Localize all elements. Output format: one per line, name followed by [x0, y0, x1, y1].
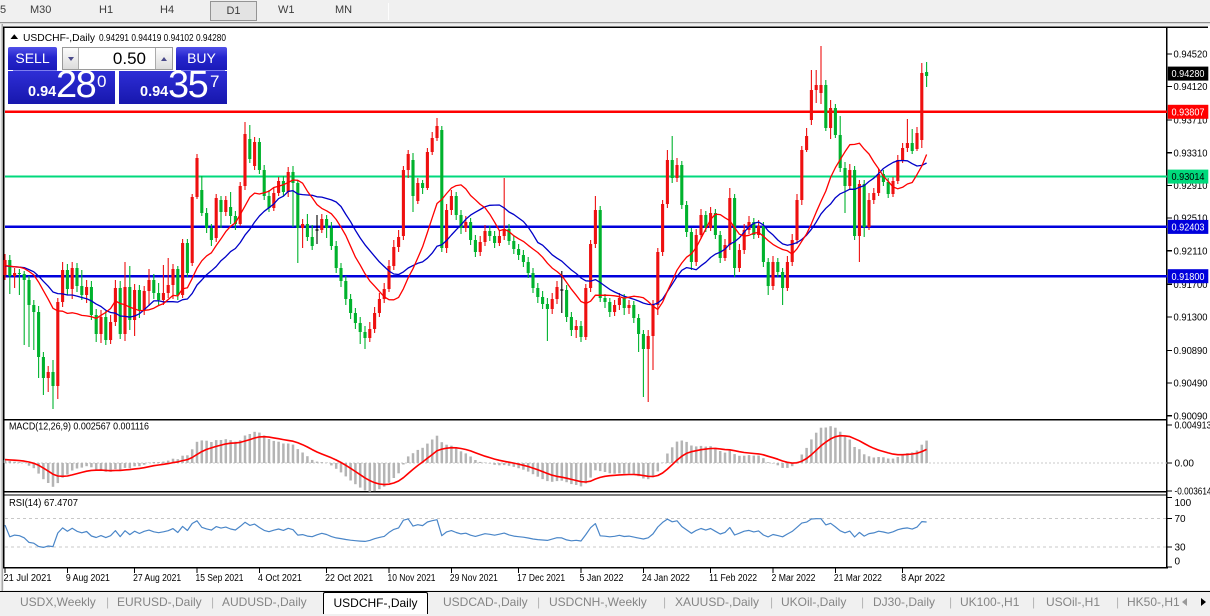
svg-text:USDCHF-,Daily: USDCHF-,Daily — [23, 32, 96, 44]
svg-text:0.94520: 0.94520 — [1174, 50, 1208, 61]
svg-text:2 Mar 2022: 2 Mar 2022 — [772, 573, 816, 584]
svg-text:15 Sep 2021: 15 Sep 2021 — [196, 573, 244, 584]
svg-text:0.93710: 0.93710 — [1174, 116, 1208, 127]
svg-text:0.93807: 0.93807 — [1172, 107, 1205, 118]
svg-text:0.92510: 0.92510 — [1174, 214, 1208, 225]
svg-text:0.91800: 0.91800 — [1172, 272, 1205, 283]
svg-text:0.93310: 0.93310 — [1174, 148, 1208, 159]
svg-text:0.94120: 0.94120 — [1174, 82, 1208, 93]
svg-text:70: 70 — [1175, 514, 1187, 525]
svg-text:27 Aug 2021: 27 Aug 2021 — [133, 573, 181, 584]
svg-text:0.91300: 0.91300 — [1174, 313, 1208, 324]
svg-text:29 Nov 2021: 29 Nov 2021 — [450, 573, 498, 584]
svg-text:0.90490: 0.90490 — [1174, 379, 1208, 390]
svg-text:9 Aug 2021: 9 Aug 2021 — [66, 573, 110, 584]
svg-text:8 Apr 2022: 8 Apr 2022 — [901, 573, 945, 584]
svg-text:100: 100 — [1175, 498, 1192, 509]
svg-text:0.93014: 0.93014 — [1172, 172, 1205, 183]
svg-text:30: 30 — [1175, 543, 1187, 554]
svg-text:17 Dec 2021: 17 Dec 2021 — [517, 573, 565, 584]
svg-text:0.92403: 0.92403 — [1172, 223, 1205, 234]
svg-text:0.00: 0.00 — [1175, 459, 1195, 470]
svg-text:0.91700: 0.91700 — [1174, 280, 1208, 291]
svg-text:0.90890: 0.90890 — [1174, 346, 1208, 357]
svg-text:RSI(14) 67.4707: RSI(14) 67.4707 — [9, 498, 78, 509]
svg-text:-0.003614: -0.003614 — [1175, 487, 1210, 498]
svg-text:0.94280: 0.94280 — [1172, 69, 1205, 80]
svg-text:21 Jul 2021: 21 Jul 2021 — [4, 573, 52, 584]
svg-text:24 Jan 2022: 24 Jan 2022 — [642, 573, 690, 584]
svg-text:22 Oct 2021: 22 Oct 2021 — [325, 573, 373, 584]
svg-text:21 Mar 2022: 21 Mar 2022 — [834, 573, 882, 584]
svg-text:0.92110: 0.92110 — [1174, 246, 1208, 257]
svg-text:0.94291 0.94419 0.94102 0.9428: 0.94291 0.94419 0.94102 0.94280 — [99, 33, 226, 44]
svg-text:0.90090: 0.90090 — [1174, 411, 1208, 422]
svg-text:0.004913: 0.004913 — [1175, 421, 1210, 432]
svg-text:MACD(12,26,9) 0.002567 0.00111: MACD(12,26,9) 0.002567 0.001116 — [9, 422, 149, 433]
svg-text:0.92910: 0.92910 — [1174, 181, 1208, 192]
svg-text:5 Jan 2022: 5 Jan 2022 — [580, 573, 624, 584]
svg-text:0: 0 — [1175, 556, 1181, 567]
svg-text:10 Nov 2021: 10 Nov 2021 — [388, 573, 436, 584]
svg-text:4 Oct 2021: 4 Oct 2021 — [258, 573, 302, 584]
svg-text:11 Feb 2022: 11 Feb 2022 — [709, 573, 757, 584]
